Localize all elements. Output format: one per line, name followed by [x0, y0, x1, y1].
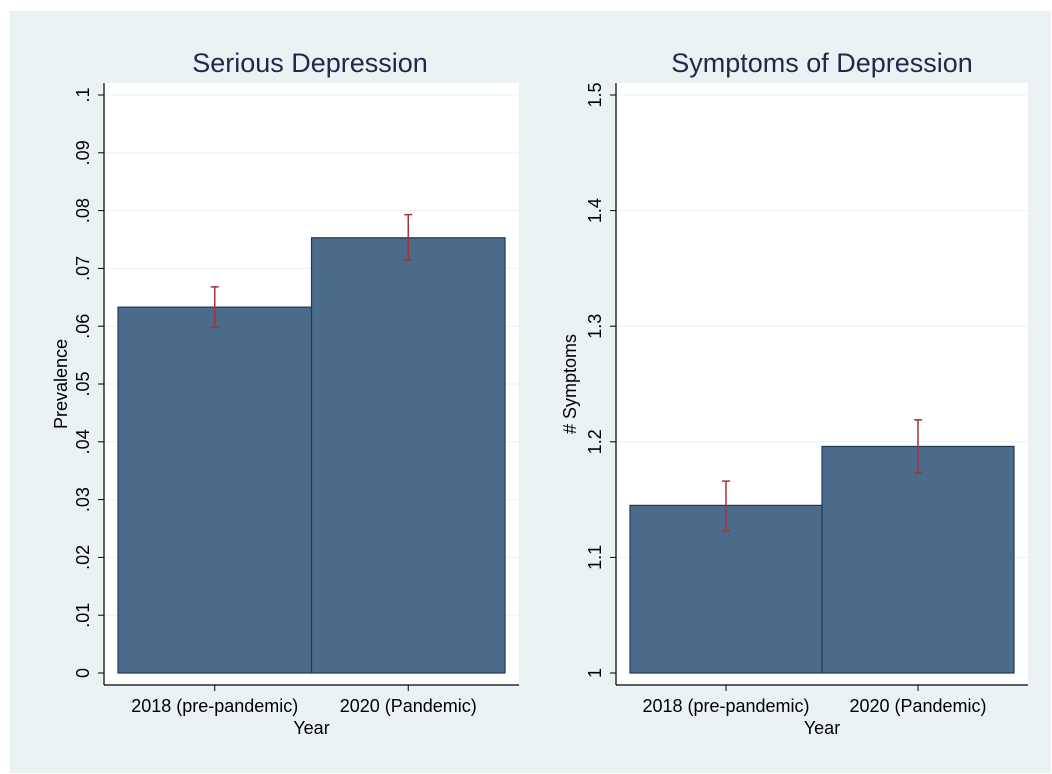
x-tick-label: 2018 (pre-pandemic) — [131, 696, 298, 716]
x-axis-title: Year — [293, 718, 329, 738]
x-tick-label: 2020 (Pandemic) — [340, 696, 477, 716]
chart-figure: 0 .01 .02 .03 .04 .05 .06 .07 .08 .09 .1 2018 (pre-… — [51, 48, 1028, 738]
y-tick-label: .02 — [73, 545, 93, 570]
y-tick-label: 1.2 — [585, 429, 605, 454]
bar — [310, 237, 506, 674]
figure-background: 0 .01 .02 .03 .04 .05 .06 .07 .08 .09 .1 2018 (pre-… — [10, 11, 1051, 773]
x-tick-label: 2018 (pre-pandemic) — [642, 696, 809, 716]
y-tick-label: 1.3 — [585, 314, 605, 339]
y-tick-label: 1 — [585, 668, 605, 678]
y-tick-label: .06 — [73, 314, 93, 339]
x-axis-title: Year — [804, 718, 840, 738]
y-axis-title: # Symptoms — [560, 334, 580, 434]
y-axis-title: Prevalence — [51, 339, 71, 429]
y-tick-label: .05 — [73, 371, 93, 396]
y-tick-label: .1 — [73, 87, 93, 102]
bar — [117, 306, 313, 674]
y-tick-label: .04 — [73, 429, 93, 454]
bar — [821, 445, 1015, 674]
chart-title: Symptoms of Depression — [671, 48, 973, 78]
y-tick-label: 1.1 — [585, 545, 605, 570]
y-tick-label: .07 — [73, 256, 93, 281]
chart-title: Serious Depression — [192, 48, 428, 78]
y-tick-label: 1.4 — [585, 198, 605, 223]
y-tick-label: .09 — [73, 140, 93, 165]
y-tick-label: .01 — [73, 603, 93, 628]
y-tick-label: .08 — [73, 198, 93, 223]
y-tick-label: .03 — [73, 487, 93, 512]
y-tick-label: 1.5 — [585, 82, 605, 107]
bar — [629, 504, 823, 674]
x-tick-label: 2020 (Pandemic) — [849, 696, 986, 716]
y-tick-label: 0 — [73, 668, 93, 678]
